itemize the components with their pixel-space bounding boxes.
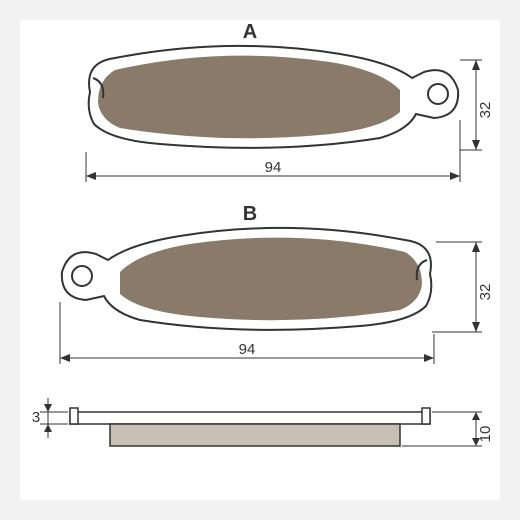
dim-side-friction-value: 3 xyxy=(32,409,40,426)
pad-b-friction xyxy=(120,238,422,321)
pad-a-hole xyxy=(428,84,448,104)
side-tab-left xyxy=(70,408,78,424)
side-friction xyxy=(110,424,400,446)
pad-b-hole xyxy=(72,266,92,286)
dim-b-height-value: 32 xyxy=(477,284,494,301)
tech-drawing-svg: A 32 94 B 32 xyxy=(20,20,500,500)
side-profile xyxy=(70,408,430,446)
dim-side-total-value: 10 xyxy=(477,426,494,443)
dim-b-height: 32 xyxy=(432,242,494,332)
pad-a-friction xyxy=(98,56,400,139)
label-b: B xyxy=(243,203,257,225)
dim-b-width-value: 94 xyxy=(239,341,256,358)
side-backing xyxy=(70,412,430,424)
dim-a-height: 32 xyxy=(460,60,494,150)
dim-a-height-value: 32 xyxy=(477,102,494,119)
label-a: A xyxy=(243,21,257,43)
dim-side-friction: 3 xyxy=(32,398,68,438)
drawing-canvas: A 32 94 B 32 xyxy=(20,20,500,500)
side-tab-right xyxy=(422,408,430,424)
dim-a-width-value: 94 xyxy=(265,159,282,176)
